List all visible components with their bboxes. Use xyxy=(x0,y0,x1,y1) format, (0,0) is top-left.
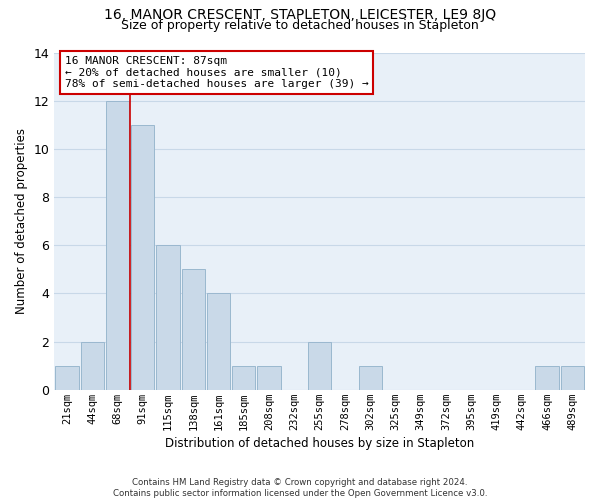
Bar xyxy=(308,342,331,390)
Bar xyxy=(106,100,129,390)
Text: Contains HM Land Registry data © Crown copyright and database right 2024.
Contai: Contains HM Land Registry data © Crown c… xyxy=(113,478,487,498)
Bar xyxy=(359,366,382,390)
Bar xyxy=(207,294,230,390)
Bar xyxy=(55,366,79,390)
Text: 16 MANOR CRESCENT: 87sqm
← 20% of detached houses are smaller (10)
78% of semi-d: 16 MANOR CRESCENT: 87sqm ← 20% of detach… xyxy=(65,56,368,89)
X-axis label: Distribution of detached houses by size in Stapleton: Distribution of detached houses by size … xyxy=(165,437,474,450)
Bar xyxy=(535,366,559,390)
Text: 16, MANOR CRESCENT, STAPLETON, LEICESTER, LE9 8JQ: 16, MANOR CRESCENT, STAPLETON, LEICESTER… xyxy=(104,8,496,22)
Bar xyxy=(561,366,584,390)
Bar xyxy=(182,270,205,390)
Y-axis label: Number of detached properties: Number of detached properties xyxy=(15,128,28,314)
Bar xyxy=(80,342,104,390)
Bar xyxy=(257,366,281,390)
Bar xyxy=(232,366,256,390)
Bar xyxy=(157,245,179,390)
Bar xyxy=(131,125,154,390)
Text: Size of property relative to detached houses in Stapleton: Size of property relative to detached ho… xyxy=(121,19,479,32)
